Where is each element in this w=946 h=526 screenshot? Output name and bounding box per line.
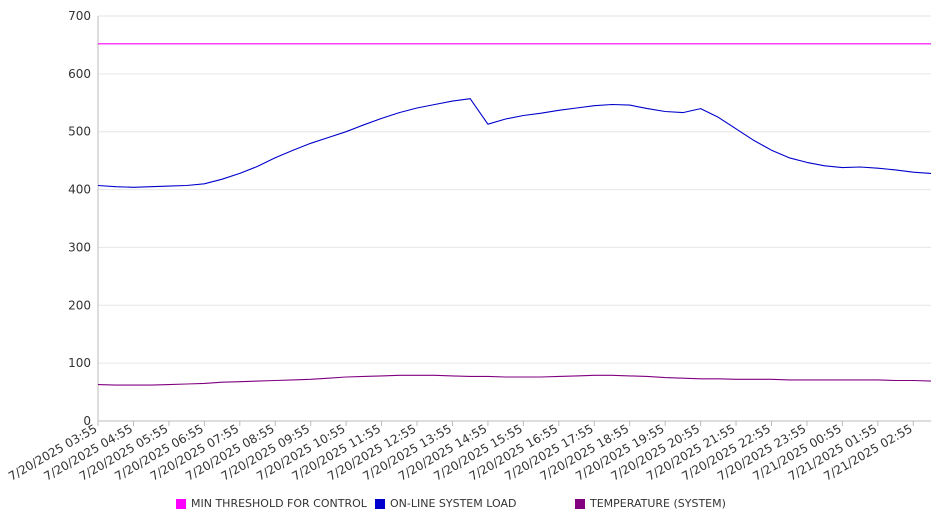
series-line-1 xyxy=(97,98,932,188)
legend-item-system-load: ON-LINE SYSTEM LOAD xyxy=(375,497,516,510)
legend-swatch-min-threshold xyxy=(176,498,186,509)
legend-label-system-load: ON-LINE SYSTEM LOAD xyxy=(390,497,517,510)
legend-label-temperature: TEMPERATURE (SYSTEM) xyxy=(590,497,726,510)
legend-swatch-temperature xyxy=(575,498,585,509)
legend-swatch-system-load xyxy=(375,498,385,509)
series-lines xyxy=(97,43,932,386)
y-axis: 0 100 200 300 400 500 600 700 xyxy=(68,9,99,428)
legend-item-temperature: TEMPERATURE (SYSTEM) xyxy=(575,497,726,510)
legend: MIN THRESHOLD FOR CONTROL ON-LINE SYSTEM… xyxy=(0,497,946,515)
y-tick-label-600: 600 xyxy=(68,67,91,81)
y-tick-label-500: 500 xyxy=(68,125,91,139)
grid-lines xyxy=(98,15,931,364)
x-axis: 7/20/2025 03:557/20/2025 04:557/20/2025 … xyxy=(6,420,931,484)
series-line-2 xyxy=(97,374,932,386)
y-tick-label-100: 100 xyxy=(68,356,91,370)
y-tick-label-0: 0 xyxy=(83,414,91,428)
legend-label-min-threshold: MIN THRESHOLD FOR CONTROL xyxy=(191,497,367,510)
y-tick-label-400: 400 xyxy=(68,183,91,197)
y-tick-label-300: 300 xyxy=(68,240,91,254)
legend-item-min-threshold: MIN THRESHOLD FOR CONTROL xyxy=(176,497,367,510)
y-tick-label-700: 700 xyxy=(68,9,91,23)
y-tick-label-200: 200 xyxy=(68,298,91,312)
